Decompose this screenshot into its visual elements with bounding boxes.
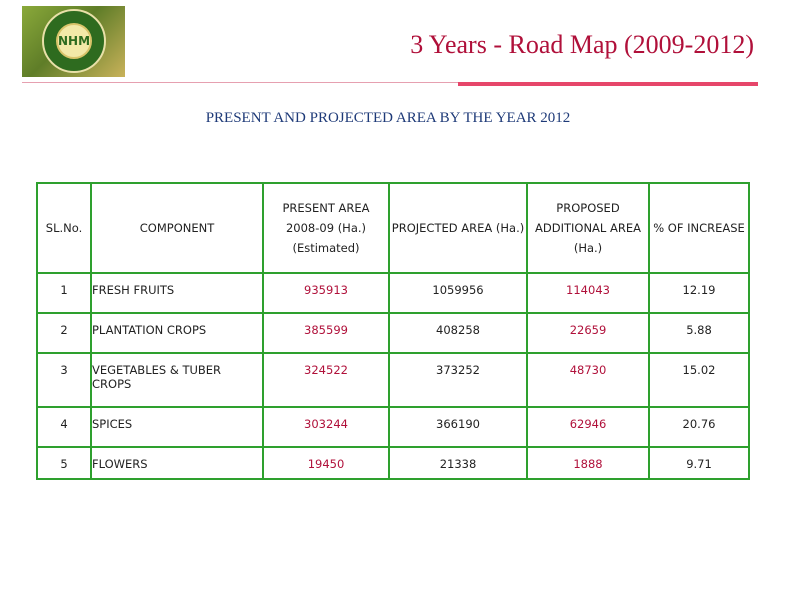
cell-present: 19450 — [262, 446, 390, 480]
cell-additional: 22659 — [526, 312, 650, 354]
cell-present: 324522 — [262, 352, 390, 408]
header-projected-area: PROJECTED AREA (Ha.) — [388, 182, 528, 274]
cell-slno: 4 — [36, 406, 92, 448]
cell-component: FLOWERS — [90, 446, 264, 480]
cell-component: VEGETABLES & TUBER CROPS — [90, 352, 264, 408]
cell-present: 935913 — [262, 272, 390, 314]
table-header-row: SL.No. COMPONENT PRESENT AREA 2008-09 (H… — [36, 182, 750, 274]
cell-present: 303244 — [262, 406, 390, 448]
cell-additional: 1888 — [526, 446, 650, 480]
table-subtitle: PRESENT AND PROJECTED AREA BY THE YEAR 2… — [205, 110, 571, 126]
header-additional-area: PROPOSED ADDITIONAL AREA (Ha.) — [526, 182, 650, 274]
cell-projected: 366190 — [388, 406, 528, 448]
cell-projected: 21338 — [388, 446, 528, 480]
title-rule-thin — [22, 82, 458, 83]
cell-increase: 9.71 — [648, 446, 750, 480]
title-rule-thick — [458, 82, 758, 86]
table-row: 1 FRESH FRUITS 935913 1059956 114043 12.… — [36, 272, 750, 314]
header-component: COMPONENT — [90, 182, 264, 274]
cell-additional: 48730 — [526, 352, 650, 408]
cell-slno: 2 — [36, 312, 92, 354]
logo-emblem: NHM — [42, 9, 106, 73]
cell-slno: 5 — [36, 446, 92, 480]
table-row: 4 SPICES 303244 366190 62946 20.76 — [36, 406, 750, 448]
table-row: 5 FLOWERS 19450 21338 1888 9.71 — [36, 446, 750, 480]
header-present-area: PRESENT AREA 2008-09 (Ha.) (Estimated) — [262, 182, 390, 274]
cell-slno: 1 — [36, 272, 92, 314]
cell-increase: 20.76 — [648, 406, 750, 448]
table-row: 2 PLANTATION CROPS 385599 408258 22659 5… — [36, 312, 750, 354]
cell-present: 385599 — [262, 312, 390, 354]
header-percent-increase: % OF INCREASE — [648, 182, 750, 274]
logo-text: NHM — [56, 23, 92, 59]
cell-slno: 3 — [36, 352, 92, 408]
cell-projected: 408258 — [388, 312, 528, 354]
cell-component: PLANTATION CROPS — [90, 312, 264, 354]
cell-increase: 12.19 — [648, 272, 750, 314]
cell-additional: 62946 — [526, 406, 650, 448]
cell-projected: 373252 — [388, 352, 528, 408]
area-table: SL.No. COMPONENT PRESENT AREA 2008-09 (H… — [36, 182, 750, 480]
cell-increase: 5.88 — [648, 312, 750, 354]
nhm-logo: NHM — [22, 6, 125, 77]
header-slno: SL.No. — [36, 182, 92, 274]
cell-additional: 114043 — [526, 272, 650, 314]
cell-component: FRESH FRUITS — [90, 272, 264, 314]
cell-component: SPICES — [90, 406, 264, 448]
table-row: 3 VEGETABLES & TUBER CROPS 324522 373252… — [36, 352, 750, 408]
page-title: 3 Years - Road Map (2009-2012) — [410, 30, 754, 59]
cell-projected: 1059956 — [388, 272, 528, 314]
cell-increase: 15.02 — [648, 352, 750, 408]
